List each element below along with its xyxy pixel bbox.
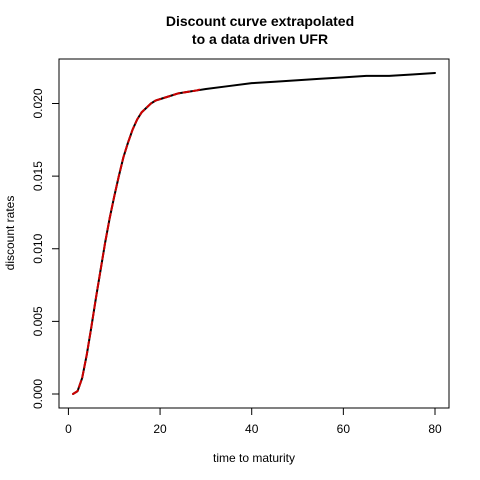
- series-layer: [72, 72, 436, 395]
- x-tick-label: 80: [428, 422, 442, 436]
- y-tick-label: 0.005: [31, 306, 45, 336]
- chart-title-line-2: to a data driven UFR: [192, 31, 328, 47]
- x-axis: 0 20 40 60 80: [65, 407, 442, 436]
- plot-frame: [58, 58, 450, 409]
- series-line-dashed: [72, 87, 203, 395]
- y-axis-label: discount rates: [3, 196, 17, 271]
- y-tick-label: 0.020: [31, 88, 45, 118]
- y-axis: 0.000 0.005 0.010 0.015 0.020: [31, 88, 60, 409]
- y-tick-label: 0.015: [31, 161, 45, 191]
- x-tick-label: 60: [337, 422, 351, 436]
- series-line-solid: [72, 72, 436, 395]
- x-tick-label: 0: [65, 422, 72, 436]
- y-tick-label: 0.000: [31, 379, 45, 409]
- y-tick-label: 0.010: [31, 233, 45, 263]
- x-axis-label: time to maturity: [213, 451, 295, 465]
- chart-title-line-1: Discount curve extrapolated: [166, 13, 354, 29]
- x-tick-label: 20: [153, 422, 167, 436]
- x-tick-label: 40: [245, 422, 259, 436]
